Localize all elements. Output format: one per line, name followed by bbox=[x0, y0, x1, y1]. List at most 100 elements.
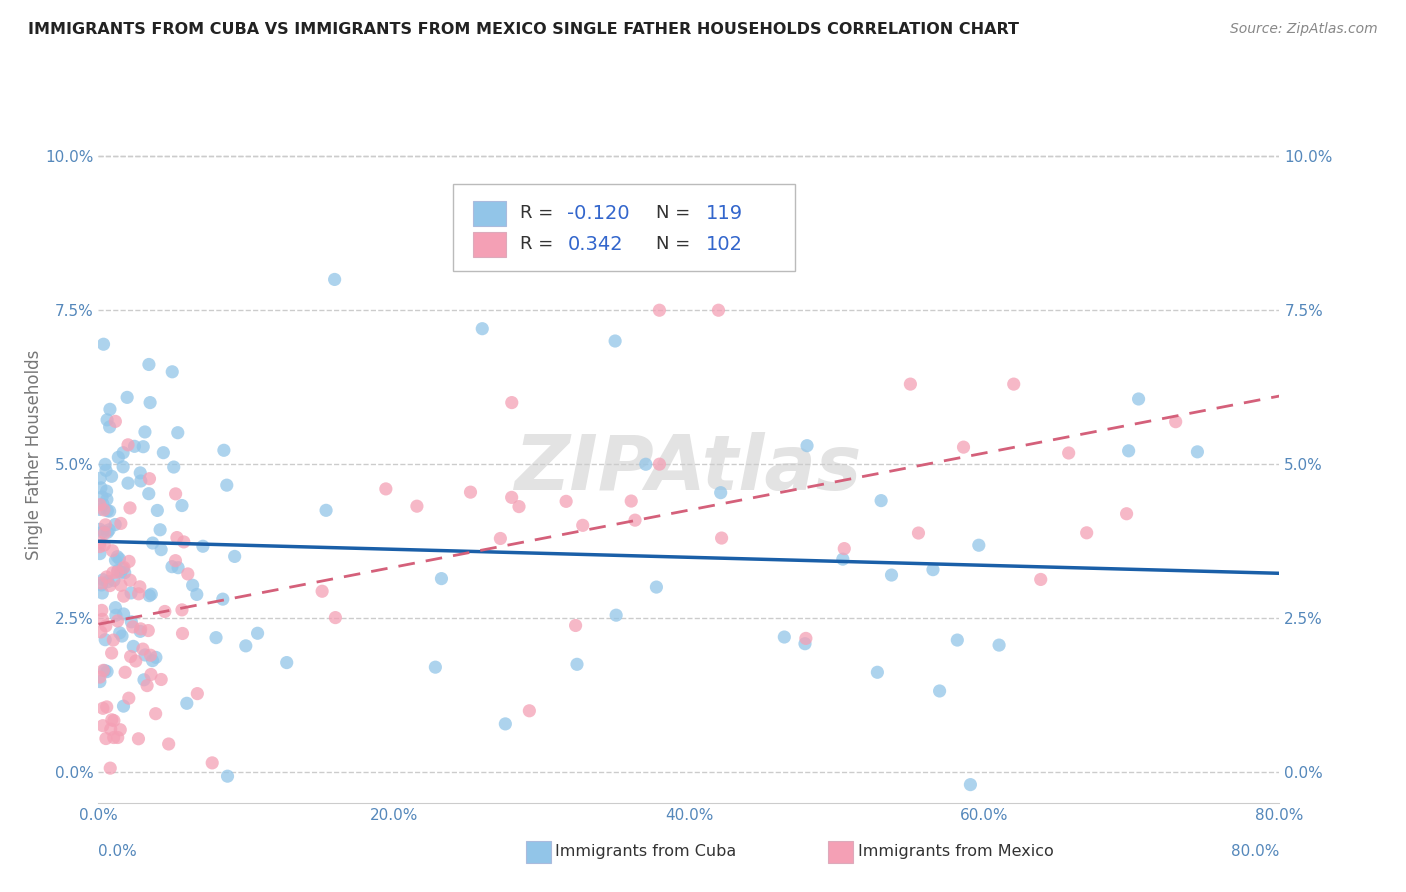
Point bbox=[276, 656, 298, 670]
Point bbox=[98, 420, 121, 434]
Point bbox=[93, 538, 115, 552]
Point bbox=[870, 493, 893, 508]
Point bbox=[94, 463, 117, 477]
Point bbox=[104, 553, 127, 567]
Point bbox=[90, 578, 112, 592]
Point bbox=[104, 414, 127, 428]
Point bbox=[96, 413, 118, 427]
Point bbox=[501, 395, 523, 409]
Y-axis label: Single Father Households: Single Father Households bbox=[25, 350, 44, 560]
Point bbox=[160, 559, 183, 574]
Point bbox=[139, 667, 162, 681]
Point bbox=[153, 605, 176, 619]
Point bbox=[145, 650, 167, 665]
Point bbox=[107, 564, 129, 578]
Point bbox=[176, 696, 198, 710]
Point bbox=[648, 457, 671, 471]
Point bbox=[129, 466, 152, 480]
Text: 0.342: 0.342 bbox=[567, 235, 623, 253]
Point bbox=[107, 614, 129, 628]
Point bbox=[89, 498, 111, 512]
Point bbox=[118, 554, 141, 568]
Point bbox=[145, 706, 167, 721]
Point bbox=[170, 603, 193, 617]
Point bbox=[311, 584, 333, 599]
Point bbox=[132, 440, 155, 454]
Point bbox=[94, 619, 117, 633]
Point bbox=[112, 589, 135, 603]
Point bbox=[89, 540, 111, 554]
Point bbox=[212, 443, 235, 458]
Point bbox=[325, 610, 347, 624]
Point bbox=[136, 805, 159, 819]
Point bbox=[108, 625, 131, 640]
Bar bbox=[472, 232, 506, 257]
Point bbox=[166, 425, 188, 440]
Point bbox=[94, 731, 117, 746]
Text: 102: 102 bbox=[706, 235, 742, 253]
Point bbox=[93, 337, 115, 351]
Point bbox=[173, 535, 195, 549]
Point bbox=[90, 603, 112, 617]
Point bbox=[471, 321, 494, 335]
Point bbox=[89, 674, 111, 689]
Point bbox=[134, 425, 156, 439]
Point bbox=[620, 494, 643, 508]
Point bbox=[110, 578, 132, 592]
Point bbox=[96, 504, 118, 518]
Point bbox=[959, 778, 981, 792]
Text: ZIPAtlas: ZIPAtlas bbox=[515, 432, 863, 506]
Point bbox=[138, 472, 160, 486]
Point bbox=[634, 457, 657, 471]
Point bbox=[111, 629, 134, 643]
Point bbox=[103, 731, 125, 745]
Point bbox=[91, 586, 114, 600]
Text: Immigrants from Cuba: Immigrants from Cuba bbox=[555, 845, 737, 859]
Point bbox=[89, 670, 111, 684]
Point bbox=[880, 568, 903, 582]
Point bbox=[120, 615, 142, 629]
Point bbox=[181, 578, 204, 592]
Point bbox=[215, 478, 238, 492]
Point bbox=[1057, 446, 1080, 460]
Point bbox=[91, 701, 114, 715]
Point bbox=[149, 523, 172, 537]
Point bbox=[89, 535, 111, 549]
Point bbox=[1115, 507, 1137, 521]
Point bbox=[118, 500, 141, 515]
Point bbox=[323, 272, 346, 286]
Point bbox=[217, 769, 239, 783]
Point bbox=[988, 638, 1011, 652]
Point bbox=[98, 523, 121, 537]
Point bbox=[605, 608, 627, 623]
Text: R =: R = bbox=[520, 235, 565, 253]
Point bbox=[89, 547, 111, 561]
Point bbox=[110, 566, 132, 580]
Point bbox=[108, 552, 131, 566]
Point bbox=[96, 492, 118, 507]
Point bbox=[186, 587, 208, 601]
Point bbox=[93, 503, 115, 517]
Point bbox=[574, 211, 596, 225]
Text: 80.0%: 80.0% bbox=[1232, 845, 1279, 859]
Point bbox=[101, 543, 124, 558]
Point bbox=[94, 517, 117, 532]
Point bbox=[112, 607, 135, 621]
Point bbox=[110, 516, 132, 531]
Point bbox=[98, 402, 121, 417]
Point bbox=[246, 626, 269, 640]
Point bbox=[111, 561, 134, 575]
Point bbox=[100, 722, 122, 736]
Point bbox=[565, 657, 588, 672]
Point bbox=[114, 665, 136, 680]
Point bbox=[91, 490, 114, 504]
Text: Source: ZipAtlas.com: Source: ZipAtlas.com bbox=[1230, 22, 1378, 37]
Point bbox=[117, 438, 139, 452]
Point bbox=[118, 691, 141, 706]
Point bbox=[1118, 443, 1140, 458]
Point bbox=[163, 460, 186, 475]
Point bbox=[138, 486, 160, 500]
Point bbox=[172, 626, 194, 640]
Point bbox=[165, 554, 187, 568]
Bar bbox=[472, 201, 506, 226]
